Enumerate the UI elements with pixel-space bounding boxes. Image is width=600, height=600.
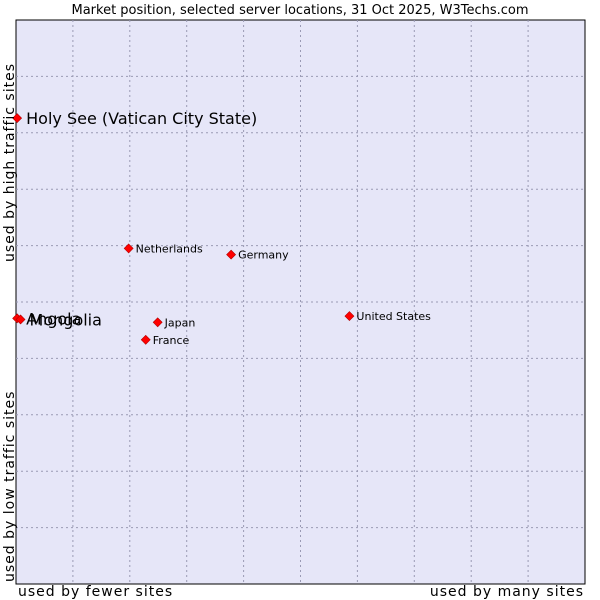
data-point-holy-see-vatican-city-state: [12, 113, 23, 124]
data-point-germany: [226, 249, 237, 260]
data-points: Holy See (Vatican City State) Netherlands…: [12, 109, 431, 347]
y-axis-label-high: used by high traffic sites: [2, 62, 18, 262]
x-axis-label-low: used by fewer sites: [18, 584, 174, 600]
y-axis-label-low: used by low traffic sites: [2, 390, 18, 582]
x-axis-label-high: used by many sites: [429, 584, 584, 600]
data-point-united-states: [344, 311, 355, 322]
data-label-netherlands: Netherlands: [136, 242, 203, 255]
grid-lines: [16, 20, 585, 584]
data-label-mongolia: Mongolia: [30, 310, 102, 329]
data-point-japan: [152, 317, 163, 328]
data-label-angola: Angola: [26, 309, 81, 328]
data-label-france: France: [153, 334, 190, 347]
data-label-japan: Japan: [164, 316, 196, 329]
data-label-holy-see-vatican-city-state: Holy See (Vatican City State): [26, 109, 257, 128]
data-point-netherlands: [123, 243, 134, 254]
data-point-mongolia: [15, 314, 26, 325]
data-label-united-states: United States: [356, 310, 431, 323]
chart-title: Market position, selected server locatio…: [71, 3, 529, 18]
data-point-france: [140, 334, 151, 345]
data-label-germany: Germany: [238, 249, 289, 262]
